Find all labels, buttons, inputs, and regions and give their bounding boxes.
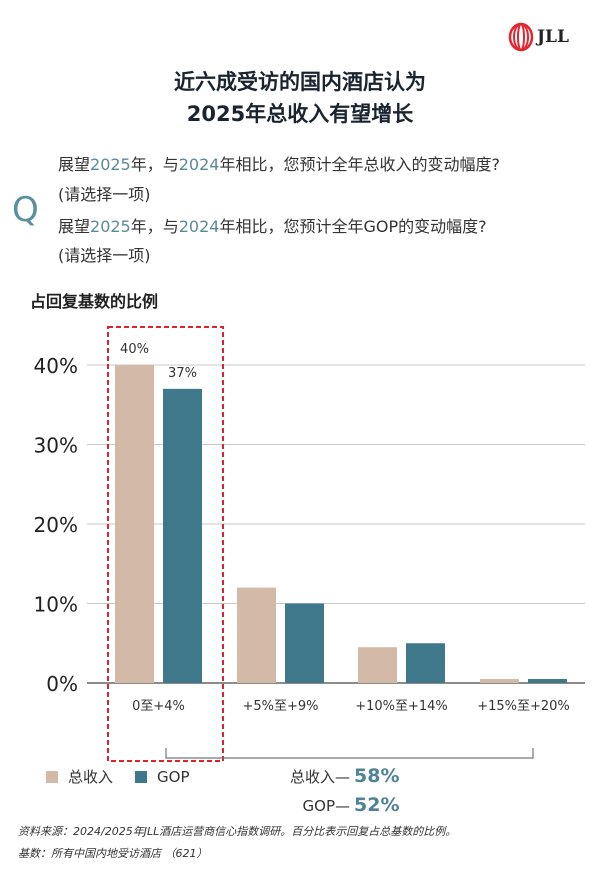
data-label: 40%	[120, 342, 149, 357]
summary-gop: GOP— 52%	[302, 794, 400, 816]
question-1-note: (请选择一项)	[58, 185, 151, 204]
bar-gop	[406, 643, 445, 683]
legend: 总收入 GOP	[46, 766, 190, 787]
question-2-note: (请选择一项)	[58, 246, 151, 265]
bar-revenue	[358, 647, 397, 683]
question-2: 展望2025年，与2024年相比，您预计全年GOP的变动幅度?	[58, 217, 487, 236]
x-tick-label: +15%至+20%	[477, 699, 570, 714]
legend-swatch-revenue	[46, 770, 58, 783]
highlight-box	[107, 326, 224, 762]
bar-gop	[528, 679, 567, 683]
legend-label-revenue: 总收入	[68, 768, 114, 786]
legend-label-gop: GOP	[157, 767, 190, 786]
x-tick-label: +5%至+9%	[242, 699, 318, 714]
title-line-2: 2025年总收入有望增长	[186, 102, 414, 126]
page-title: 近六成受访的国内酒店认为 2025年总收入有望增长	[0, 66, 600, 130]
y-tick-label: 10%	[34, 593, 78, 617]
bar-revenue	[115, 365, 154, 683]
logo-text: JLL	[537, 27, 569, 47]
y-tick-label: 20%	[34, 513, 78, 537]
title-line-1: 近六成受访的国内酒店认为	[174, 70, 426, 94]
summary-revenue: 总收入— 58%	[290, 765, 400, 787]
y-tick-label: 40%	[34, 354, 78, 378]
jll-logo-icon	[508, 22, 534, 52]
bar-revenue	[237, 587, 276, 683]
y-axis-title: 占回复基数的比例	[30, 292, 159, 311]
footer-base: 基数：所有中国内地受访酒店 （621）	[18, 847, 208, 860]
legend-swatch-gop	[135, 770, 148, 783]
footer-source: 资料来源：2024/2025年JLL酒店运营商信心指数调研。百分比表示回复占总基…	[18, 825, 457, 838]
y-tick-label: 0%	[46, 672, 78, 696]
question-mark-q: Q	[12, 190, 39, 230]
x-tick-label: 0至+4%	[132, 699, 185, 714]
question-1: 展望2025年，与2024年相比，您预计全年总收入的变动幅度?	[58, 155, 500, 174]
range-bracket	[165, 748, 534, 759]
bar-revenue	[480, 679, 519, 683]
x-tick-label: +10%至+14%	[355, 699, 448, 714]
data-label: 37%	[168, 366, 197, 381]
bar-gop	[163, 388, 202, 683]
jll-logo: JLL	[508, 22, 569, 52]
y-tick-label: 30%	[34, 434, 78, 458]
growth-summary: 总收入— 58% GOP— 52%	[290, 762, 400, 820]
bar-gop	[285, 603, 324, 683]
